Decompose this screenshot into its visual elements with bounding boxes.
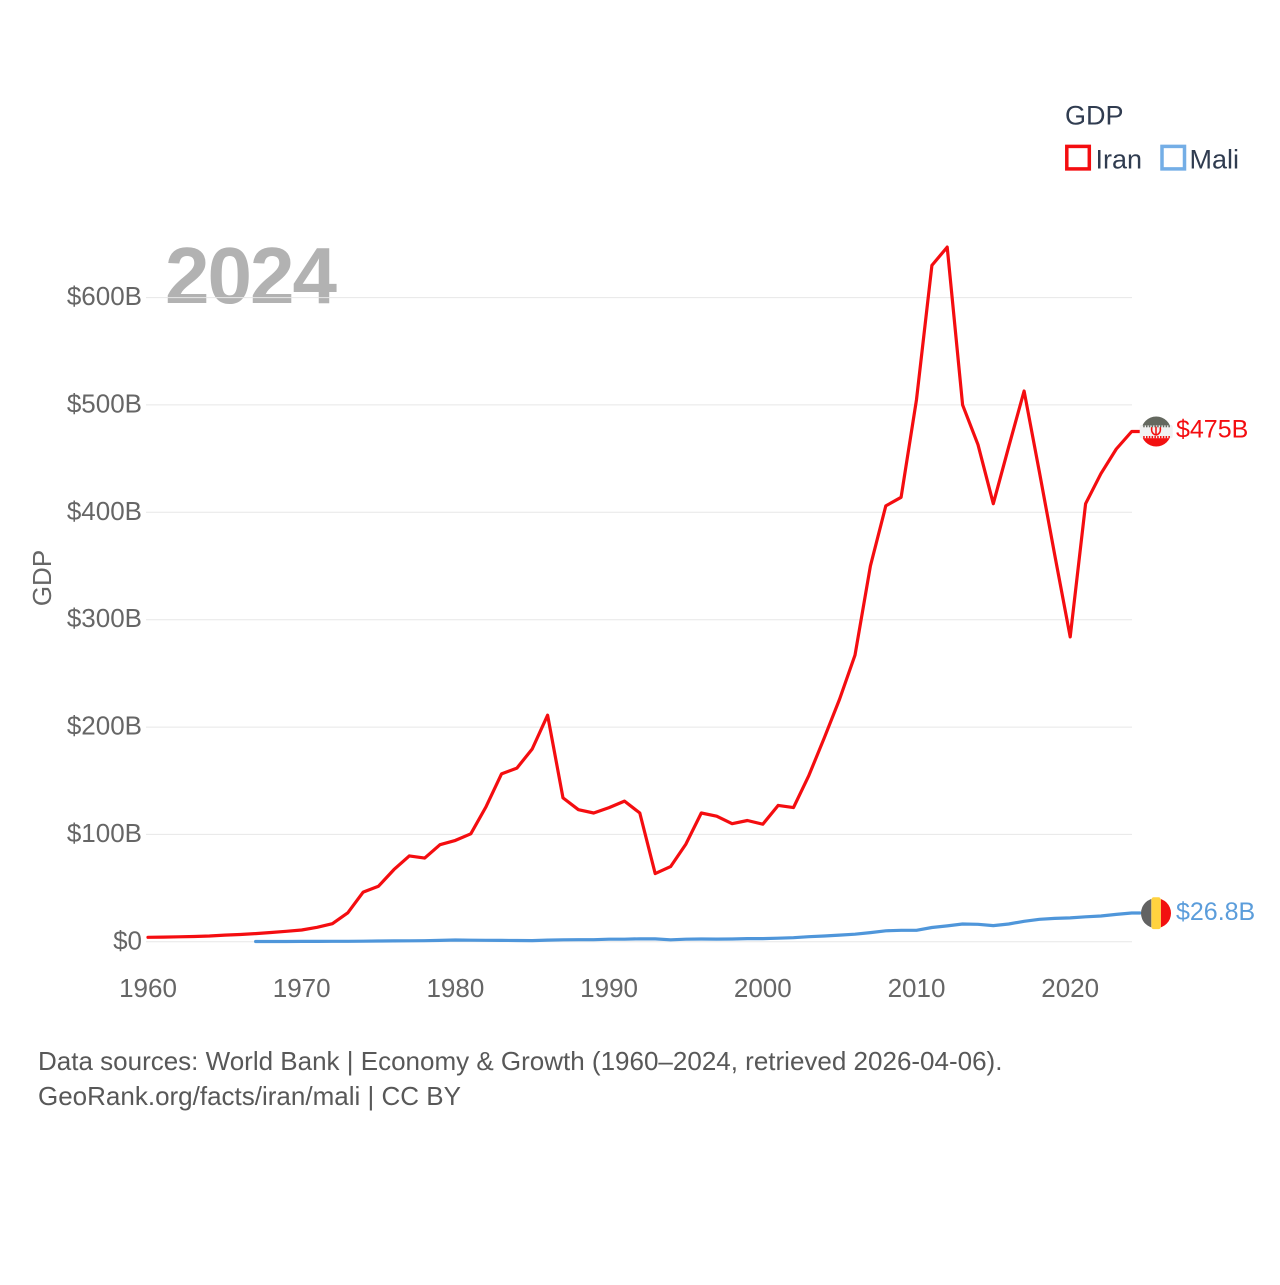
svg-text:Mali: Mali [1190,145,1240,175]
svg-text:1980: 1980 [426,973,484,1003]
svg-text:2024: 2024 [165,231,337,320]
svg-text:Data sources: World Bank | Eco: Data sources: World Bank | Economy & Gro… [38,1046,1002,1076]
svg-text:$300B: $300B [67,603,142,633]
svg-text:GDP: GDP [27,550,57,606]
svg-text:$26.8B: $26.8B [1176,898,1255,926]
svg-text:GeoRank.org/facts/iran/mali |: GeoRank.org/facts/iran/mali | CC BY [38,1081,461,1111]
svg-text:1990: 1990 [580,973,638,1003]
svg-text:$500B: $500B [67,388,142,418]
svg-text:$100B: $100B [67,818,142,848]
svg-text:1970: 1970 [273,973,331,1003]
svg-text:$0: $0 [113,925,142,955]
svg-text:1960: 1960 [119,973,177,1003]
svg-text:$400B: $400B [67,496,142,526]
svg-text:2000: 2000 [734,973,792,1003]
svg-text:Iran: Iran [1096,145,1143,175]
svg-text:2020: 2020 [1041,973,1099,1003]
svg-text:GDP: GDP [1065,100,1124,130]
svg-text:$200B: $200B [67,711,142,741]
svg-text:$475B: $475B [1176,416,1248,444]
svg-text:2010: 2010 [888,973,946,1003]
svg-text:$600B: $600B [67,281,142,311]
